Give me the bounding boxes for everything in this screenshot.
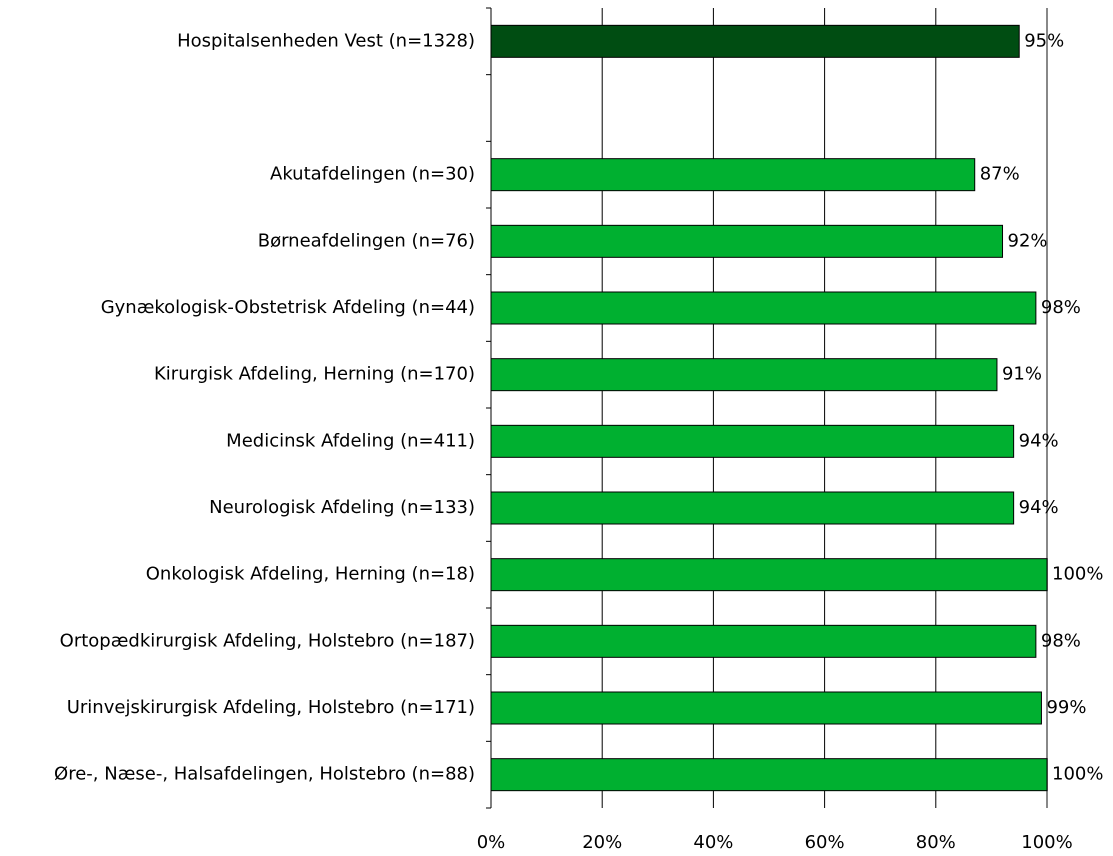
value-label: 100% xyxy=(1052,564,1103,585)
y-axis xyxy=(486,7,492,809)
category-label: Akutafdelingen (n=30) xyxy=(270,164,475,185)
value-label: 99% xyxy=(1046,697,1086,718)
bar xyxy=(490,624,1037,658)
value-label: 95% xyxy=(1024,30,1064,51)
bar xyxy=(490,158,976,192)
category-label: Onkologisk Afdeling, Herning (n=18) xyxy=(146,564,475,585)
value-label: 98% xyxy=(1041,297,1081,318)
value-label: 91% xyxy=(1002,364,1042,385)
bar xyxy=(490,691,1042,725)
category-label: Børneafdelingen (n=76) xyxy=(258,230,475,251)
category-label: Neurologisk Afdeling (n=133) xyxy=(209,497,475,518)
category-labels: Hospitalsenheden Vest (n=1328) Akutafdeli… xyxy=(54,30,475,784)
category-label: Ortopædkirurgisk Afdeling, Holstebro (n=… xyxy=(60,630,475,651)
bar xyxy=(490,558,1048,592)
bar xyxy=(490,291,1037,325)
value-label: 98% xyxy=(1041,630,1081,651)
x-tick-label: 60% xyxy=(805,832,845,853)
value-labels: 95% 87% 92% 98% 91% 94% 94% 100% 98% 99% 100% xyxy=(980,30,1104,784)
value-label: 94% xyxy=(1019,430,1059,451)
x-tick-label: 0% xyxy=(477,832,506,853)
x-tick-label: 40% xyxy=(693,832,733,853)
category-label: Øre-, Næse-, Halsafdelingen, Holstebro (… xyxy=(54,764,475,785)
bar xyxy=(490,358,998,392)
bars xyxy=(490,24,1048,792)
bar xyxy=(490,758,1048,792)
bar xyxy=(490,24,1020,58)
x-tick-label: 20% xyxy=(582,832,622,853)
x-tick-labels: 0% 20% 40% 60% 80% 100% xyxy=(477,832,1073,853)
gridlines xyxy=(601,8,1048,808)
category-label: Kirurgisk Afdeling, Herning (n=170) xyxy=(154,364,475,385)
value-label: 87% xyxy=(980,164,1020,185)
bar xyxy=(490,224,1004,258)
value-label: 94% xyxy=(1019,497,1059,518)
category-label: Gynækologisk-Obstetrisk Afdeling (n=44) xyxy=(101,297,475,318)
value-label: 92% xyxy=(1008,230,1048,251)
category-label: Medicinsk Afdeling (n=411) xyxy=(226,430,475,451)
x-tick-label: 80% xyxy=(916,832,956,853)
x-tick-label: 100% xyxy=(1021,832,1072,853)
value-label: 100% xyxy=(1052,764,1103,785)
category-label: Hospitalsenheden Vest (n=1328) xyxy=(177,30,475,51)
bar xyxy=(490,491,1015,525)
category-label: Urinvejskirurgisk Afdeling, Holstebro (n… xyxy=(67,697,475,718)
bar xyxy=(490,424,1015,458)
